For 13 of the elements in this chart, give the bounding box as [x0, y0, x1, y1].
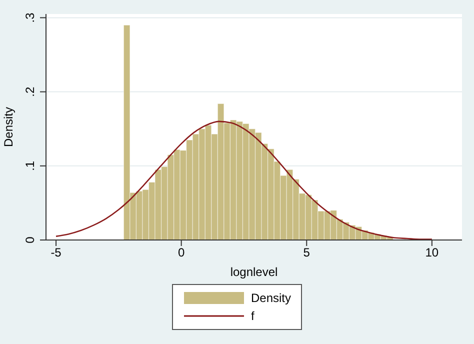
y-tick-label: .3	[23, 12, 37, 23]
x-tick-label: 10	[425, 246, 439, 260]
y-tick-label: 0	[23, 236, 37, 244]
y-tick-label: .2	[23, 86, 37, 97]
y-tick-label: .1	[23, 160, 37, 171]
line-series	[55, 120, 433, 240]
legend-label: f	[250, 309, 254, 323]
legend-label: Density	[250, 291, 291, 305]
x-tick-label: 5	[303, 246, 310, 260]
x-tick-label: 0	[178, 246, 185, 260]
x-tick-label: -5	[50, 246, 62, 260]
y-axis-title: Density	[1, 106, 16, 148]
x-axis-title: lognlevel	[230, 265, 278, 279]
